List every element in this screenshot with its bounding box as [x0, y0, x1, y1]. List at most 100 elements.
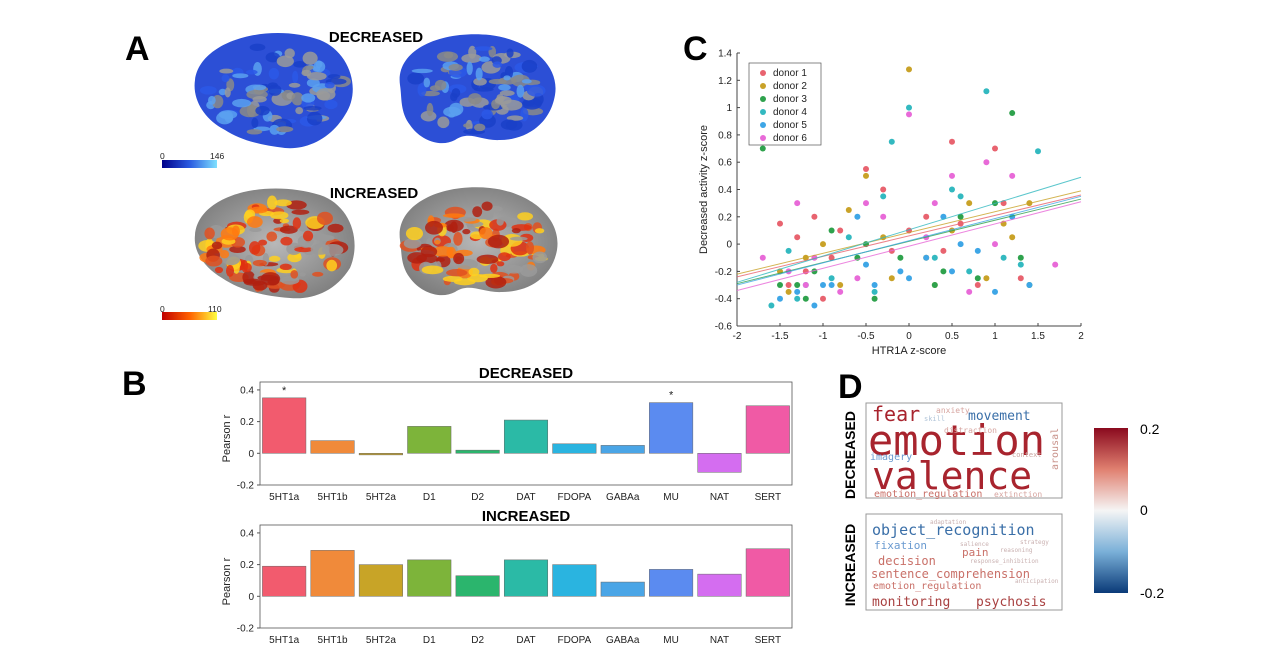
x-tick-label: MU [663, 492, 679, 503]
brain-texture [267, 195, 278, 210]
wordcloud-word: arousal [1050, 428, 1061, 470]
wordcloud-word: emotion_regulation [873, 581, 981, 592]
brain-texture [252, 280, 268, 291]
bar [697, 453, 742, 473]
scatter-point [1009, 234, 1016, 241]
x-tick-label: 0 [906, 331, 912, 342]
wordcloud-word: reasoning [1000, 547, 1033, 554]
x-tick-label: 5HT2a [366, 635, 396, 646]
brain-texture [321, 243, 344, 256]
brain-texture [287, 252, 302, 263]
scatter-point [957, 241, 964, 248]
brain-increased-right [399, 187, 558, 296]
brain-texture [248, 241, 261, 255]
brain-texture [224, 110, 234, 123]
y-tick-label: 1.2 [718, 76, 732, 87]
brain-texture [468, 45, 477, 59]
scatter-point [854, 275, 861, 282]
legend-label: donor 4 [773, 107, 807, 118]
y-tick-label: 0.8 [718, 130, 732, 141]
y-tick-label: -0.4 [715, 294, 733, 305]
scatter-point [897, 268, 904, 275]
wordcloud-word: decision [878, 554, 936, 568]
bar [310, 440, 355, 454]
brain-texture [218, 88, 227, 96]
scatter-point [940, 268, 947, 275]
scatter-point [888, 275, 895, 282]
brain-texture [252, 96, 267, 103]
x-tick-label: MU [663, 635, 679, 646]
panel-c: C -2 -1.5 -1 -0.5 0 0.5 1 1.5 2 1.4 1.2 1 0.8 0.6 0.4 0… [683, 30, 1084, 357]
wordcloud-word: object_recognition [872, 521, 1035, 539]
brain-texture [268, 84, 282, 96]
brain-texture [506, 115, 524, 121]
brain-texture [239, 105, 262, 118]
brain-texture [274, 199, 292, 207]
brain-texture [434, 79, 447, 91]
scatter-point [880, 193, 887, 200]
x-tick-label: D1 [423, 635, 436, 646]
scatter-point [949, 172, 955, 179]
brain-texture [466, 61, 473, 76]
bar [358, 453, 403, 456]
scatter-point [794, 200, 801, 207]
scatter-point [949, 268, 955, 275]
legend-marker [760, 96, 766, 102]
brain-texture [252, 259, 267, 267]
brain-texture [312, 233, 328, 241]
brain-texture [279, 218, 290, 224]
scatter-point [974, 275, 981, 282]
scatter-point [854, 213, 861, 220]
scatter-point [1017, 261, 1024, 268]
wordcloud-increased-box [865, 513, 1063, 611]
colorbar-increased [162, 312, 217, 320]
scatter-point [1035, 148, 1041, 155]
x-tick-label: 5HT2a [366, 492, 396, 503]
brain-texture [463, 123, 471, 128]
y-tick-label: 0.2 [718, 212, 732, 223]
brain-texture [505, 217, 518, 225]
brain-texture [246, 216, 263, 228]
colorbar-decreased-min: 0 [160, 151, 165, 161]
brain-texture [306, 72, 327, 81]
brain-texture [483, 212, 494, 221]
scatter-point [820, 282, 826, 289]
brain-texture [204, 227, 215, 240]
scatter-point [983, 88, 990, 95]
scatter-point [1026, 282, 1033, 289]
brain-texture [481, 201, 493, 211]
brain-texture [510, 236, 528, 241]
brain-texture [302, 230, 314, 242]
brain-texture [303, 105, 322, 111]
panel-a-bottom-title: INCREASED [330, 185, 419, 202]
bar [455, 575, 500, 597]
scatter-point [777, 282, 783, 289]
x-tick-label: DAT [516, 492, 535, 503]
bar [552, 564, 597, 597]
y-tick-label: -0.2 [237, 624, 255, 635]
x-axis-label: HTR1A z-score [872, 345, 947, 357]
brain-texture [421, 265, 444, 275]
brain-texture [260, 272, 281, 286]
y-tick-label: -0.2 [715, 267, 733, 278]
y-tick-label: 0 [248, 592, 254, 603]
brain-texture [292, 217, 302, 230]
brain-texture [232, 73, 249, 79]
x-tick-label: 1 [992, 331, 998, 342]
wordcloud-word: monitoring [872, 595, 950, 610]
brain-texture [276, 126, 294, 133]
brain-texture [280, 236, 293, 246]
fit-line [736, 190, 1082, 275]
brain-texture [411, 68, 433, 74]
brain-texture [485, 275, 507, 289]
wordcloud-word: pain [962, 546, 989, 559]
x-tick-label: GABAa [606, 492, 640, 503]
brain-texture [500, 119, 518, 130]
x-tick-label: 2 [1078, 331, 1084, 342]
chart-b-increased: INCREASED 0.4 0.2 0 -0.2 Pearson r 5HT1a 5HT1b 5… [221, 508, 793, 646]
brain-texture [291, 92, 304, 106]
bar-chart-title: INCREASED [482, 508, 571, 525]
x-tick-label: D1 [423, 492, 436, 503]
y-tick-label: 0.2 [240, 560, 254, 571]
brain-texture [448, 113, 456, 118]
